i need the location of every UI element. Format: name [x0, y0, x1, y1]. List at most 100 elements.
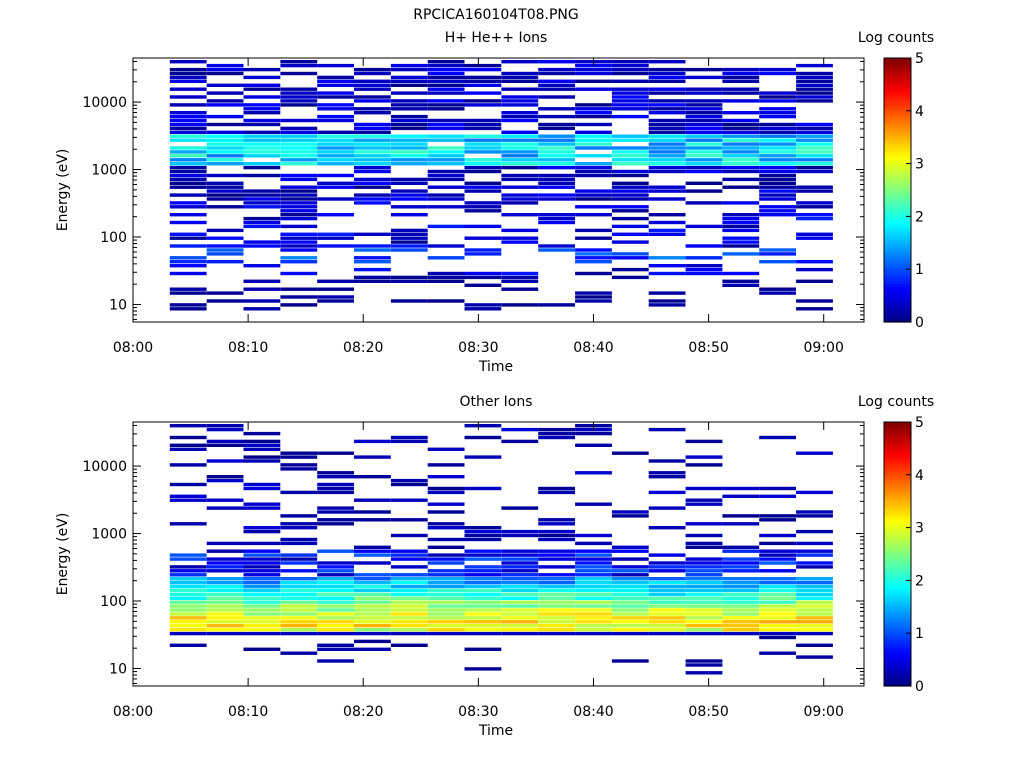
- colorbar-segment: [884, 598, 911, 602]
- colorbar-segment: [884, 584, 911, 588]
- heatmap-cell: [280, 189, 318, 193]
- heatmap-cell: [280, 87, 318, 91]
- heatmap-cell: [611, 224, 649, 229]
- heatmap-cell: [685, 577, 723, 581]
- heatmap-cell: [796, 165, 833, 170]
- colorbar-segment: [884, 647, 911, 651]
- heatmap-cell: [243, 173, 281, 178]
- heatmap-cell: [390, 518, 428, 522]
- heatmap-cell: [206, 620, 244, 624]
- heatmap-cell: [575, 565, 612, 569]
- colorbar-segment: [884, 113, 911, 117]
- heatmap-cell: [390, 177, 428, 182]
- heatmap-cell: [280, 612, 318, 616]
- heatmap-cell: [390, 63, 428, 68]
- heatmap-cell: [538, 620, 575, 624]
- heatmap-cell: [538, 216, 575, 221]
- heatmap-cell: [243, 244, 281, 248]
- heatmap-cell: [427, 577, 465, 581]
- heatmap-cell: [169, 158, 207, 162]
- heatmap-cell: [390, 91, 428, 95]
- heatmap-cell: [538, 624, 575, 628]
- colorbar-segment: [884, 543, 911, 547]
- heatmap-cell: [390, 126, 428, 131]
- heatmap-cell: [243, 205, 281, 209]
- heatmap-cell: [648, 624, 686, 628]
- colorbar-segment: [884, 85, 911, 89]
- heatmap-cell: [354, 616, 391, 620]
- heatmap-cell: [354, 518, 391, 522]
- heatmap-cell: [280, 588, 318, 593]
- heatmap-cell: [759, 248, 796, 252]
- colorbar-segment: [884, 267, 911, 271]
- heatmap-cell: [169, 596, 207, 600]
- colorbar-segment: [884, 565, 911, 569]
- heatmap-cell: [206, 91, 244, 95]
- heatmap-cell: [575, 142, 612, 146]
- colorbar-segment: [884, 650, 911, 654]
- heatmap-cell: [354, 142, 391, 146]
- heatmap-cell: [169, 130, 207, 134]
- heatmap-cell: [354, 244, 391, 248]
- colorbar-segment: [884, 460, 911, 464]
- heatmap-cell: [611, 588, 649, 593]
- colorbar-segment: [884, 253, 911, 257]
- heatmap-cell: [390, 118, 428, 123]
- heatmap-cell: [759, 209, 796, 213]
- colorbar-segment: [884, 548, 911, 552]
- x-tick-label: 09:00: [804, 704, 844, 720]
- heatmap-cell: [759, 651, 796, 655]
- heatmap-cell: [538, 577, 575, 581]
- heatmap-cell: [354, 83, 391, 87]
- heatmap-cell: [501, 103, 539, 107]
- heatmap-cell: [648, 165, 686, 170]
- colorbar-segment: [884, 488, 911, 492]
- heatmap-cell: [611, 114, 649, 119]
- heatmap-cell: [354, 279, 391, 283]
- heatmap-cell: [280, 577, 318, 581]
- heatmap-cell: [538, 95, 575, 99]
- heatmap-cell: [464, 584, 502, 589]
- colorbar-segment: [884, 157, 911, 161]
- heatmap-cell: [501, 173, 539, 178]
- heatmap-cell: [169, 577, 207, 581]
- x-tick-label: 08:10: [228, 704, 268, 720]
- heatmap-cell: [759, 114, 796, 119]
- heatmap-cell: [722, 169, 760, 174]
- heatmap-cell: [169, 291, 207, 295]
- heatmap-cell: [759, 287, 796, 291]
- heatmap-cell: [243, 541, 281, 546]
- colorbar-segment: [884, 477, 911, 481]
- heatmap-cell: [169, 553, 207, 557]
- heatmap-cell: [427, 580, 465, 585]
- heatmap-cell: [317, 549, 354, 553]
- heatmap-cell: [611, 608, 649, 612]
- colorbar-segment: [884, 507, 911, 511]
- heatmap-cell: [390, 439, 428, 444]
- heatmap-cell: [206, 443, 244, 447]
- heatmap-cell: [390, 83, 428, 87]
- heatmap-cell: [354, 628, 391, 632]
- colorbar-segment: [884, 280, 911, 285]
- heatmap-cell: [796, 561, 833, 565]
- heatmap-cell: [427, 63, 465, 68]
- colorbar-segment: [884, 297, 911, 301]
- heatmap-cell: [243, 111, 281, 115]
- heatmap-cell: [169, 565, 207, 569]
- colorbar-segment: [884, 91, 911, 95]
- heatmap-cell: [280, 620, 318, 624]
- heatmap-cell: [685, 271, 723, 276]
- heatmap-cell: [169, 588, 207, 593]
- heatmap-cell: [722, 126, 760, 131]
- heatmap-cell: [280, 455, 318, 459]
- heatmap-cell: [722, 600, 760, 604]
- heatmap-cell: [280, 63, 318, 68]
- heatmap-cell: [206, 138, 244, 142]
- colorbar-segment: [884, 603, 911, 607]
- heatmap-cell: [354, 126, 391, 131]
- heatmap-cell: [390, 631, 428, 636]
- colorbar-segment: [884, 69, 911, 73]
- colorbar-segment: [884, 540, 911, 544]
- heatmap-cell: [390, 122, 428, 127]
- heatmap-cell: [243, 154, 281, 158]
